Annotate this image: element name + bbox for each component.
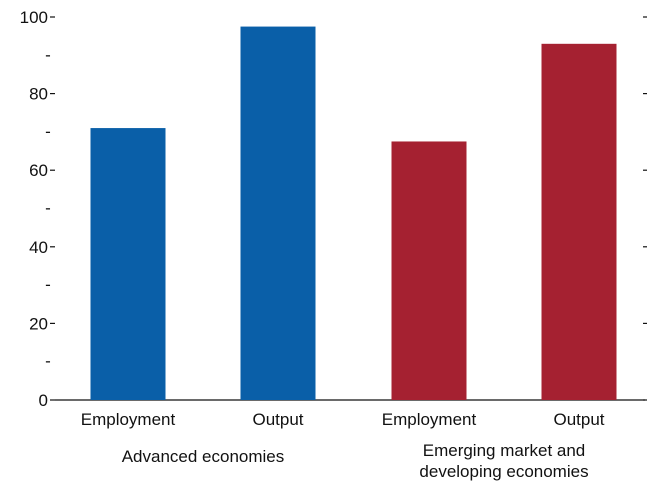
labels-layer: Employment Output Employment Output Advanced… bbox=[81, 410, 605, 481]
y-tick-label: 100 bbox=[20, 8, 48, 27]
y-minor-tick-label: - bbox=[45, 45, 51, 64]
y-tick-label: 0 bbox=[39, 391, 48, 410]
group-label-2: Emerging market and bbox=[423, 441, 586, 460]
x-category-label: Employment bbox=[382, 410, 477, 429]
bar-1 bbox=[90, 128, 166, 400]
y-minor-tick-label: - bbox=[45, 352, 51, 371]
y-minor-tick-label: - bbox=[45, 199, 51, 218]
group-label-2: developing economies bbox=[419, 462, 588, 481]
bar-3 bbox=[391, 141, 467, 400]
y-tick-label: 40 bbox=[29, 238, 48, 257]
group-label-1: Advanced economies bbox=[122, 447, 285, 466]
bars-layer bbox=[90, 26, 617, 401]
y-tick-label: 60 bbox=[29, 161, 48, 180]
x-category-label: Output bbox=[252, 410, 303, 429]
y-minor-tick-label: - bbox=[45, 122, 51, 141]
y-minor-tick-label: - bbox=[45, 275, 51, 294]
x-category-label: Output bbox=[553, 410, 604, 429]
bar-4 bbox=[541, 43, 617, 401]
y-tick-label: 80 bbox=[29, 85, 48, 104]
y-tick-label: 20 bbox=[29, 314, 48, 333]
bar-2 bbox=[240, 26, 316, 400]
x-category-label: Employment bbox=[81, 410, 176, 429]
